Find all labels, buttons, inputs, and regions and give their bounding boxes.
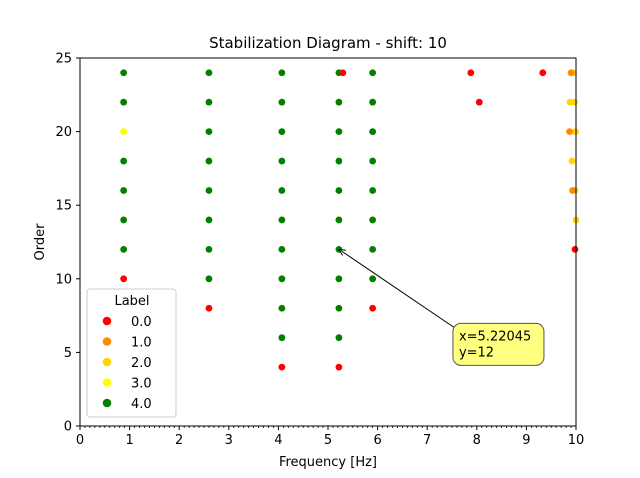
y-tick-label: 20 — [55, 125, 72, 140]
legend-label: 2.0 — [131, 356, 152, 371]
annotation-arrow-line — [341, 250, 458, 330]
data-point — [205, 128, 213, 136]
y-tick-label: 0 — [64, 420, 72, 435]
x-tick-label: 10 — [568, 433, 585, 448]
y-tick-label: 10 — [55, 272, 72, 287]
annotation-box — [452, 322, 545, 366]
data-point — [335, 275, 343, 283]
data-point — [335, 98, 343, 106]
data-point — [475, 98, 483, 106]
legend-marker — [102, 316, 112, 326]
data-point — [369, 245, 377, 253]
data-point — [278, 275, 286, 283]
x-tick-label: 7 — [423, 433, 431, 448]
data-point — [205, 98, 213, 106]
legend-label: 4.0 — [131, 397, 152, 412]
annotation-line1: x=5.22045 — [459, 329, 531, 344]
points-layer — [120, 69, 580, 371]
data-point — [120, 245, 128, 253]
data-point — [205, 157, 213, 165]
data-point — [369, 69, 377, 77]
data-point — [569, 187, 576, 194]
data-point — [120, 157, 128, 165]
data-point — [369, 187, 377, 194]
data-point — [335, 304, 343, 312]
data-point — [120, 69, 128, 77]
chart-title: Stabilization Diagram - shift: 10 — [209, 34, 447, 52]
x-tick-label: 2 — [175, 433, 183, 448]
legend-label: 1.0 — [131, 336, 152, 351]
x-tick-label: 9 — [522, 433, 530, 448]
data-point — [369, 128, 377, 136]
data-point — [205, 216, 213, 224]
legend-title: Label — [114, 294, 149, 309]
data-point — [369, 275, 377, 283]
data-point — [369, 304, 377, 312]
data-point — [278, 304, 286, 312]
data-point — [568, 157, 576, 165]
x-tick-label: 5 — [324, 433, 332, 448]
x-tick-label: 8 — [473, 433, 481, 448]
data-point — [278, 187, 286, 194]
legend: Label 0.0 1.0 2.0 3.0 4.0 — [86, 288, 177, 418]
data-point — [205, 245, 213, 253]
data-point — [566, 128, 573, 136]
x-axis-label: Frequency [Hz] — [279, 455, 377, 470]
legend-marker — [102, 398, 112, 408]
data-point — [278, 128, 286, 136]
data-point — [335, 128, 343, 136]
x-tick-label: 4 — [274, 433, 282, 448]
data-point — [567, 69, 575, 77]
data-point — [369, 157, 377, 165]
annotation-arrow-head — [337, 248, 346, 256]
x-tick-label: 1 — [125, 433, 133, 448]
ticks-layer: 0 1 2 3 4 5 6 7 8 9 10 0 5 10 15 20 25 — [55, 52, 584, 449]
data-point — [120, 216, 128, 224]
data-point — [335, 187, 343, 194]
data-point — [205, 69, 213, 77]
annotation-line2: y=12 — [459, 345, 494, 360]
y-tick-label: 25 — [55, 52, 72, 67]
y-tick-label: 5 — [64, 346, 72, 361]
data-point — [278, 157, 286, 165]
data-point — [467, 69, 475, 77]
data-point — [339, 69, 347, 77]
legend-marker — [102, 357, 112, 367]
data-point — [278, 363, 286, 371]
y-tick-label: 15 — [55, 199, 72, 214]
legend-marker — [102, 378, 112, 387]
data-point — [120, 128, 128, 136]
data-point — [369, 98, 377, 106]
data-point — [120, 187, 128, 194]
data-point — [571, 98, 578, 106]
data-point — [120, 98, 128, 106]
data-point — [278, 245, 286, 253]
plot-frame — [79, 57, 577, 427]
data-point — [278, 334, 286, 342]
data-point — [278, 69, 286, 77]
x-tick-label: 6 — [373, 433, 381, 448]
data-point — [335, 334, 343, 342]
data-point — [335, 157, 343, 165]
data-point — [539, 69, 547, 77]
data-point — [335, 216, 343, 224]
x-tick-label: 0 — [76, 433, 84, 448]
data-point — [120, 275, 128, 283]
data-point — [205, 275, 213, 283]
y-axis-label: Order — [33, 223, 48, 261]
data-point — [369, 216, 377, 224]
legend-label: 0.0 — [131, 315, 152, 330]
data-point — [205, 187, 213, 194]
legend-marker — [102, 337, 112, 346]
data-point — [205, 304, 213, 312]
x-tick-label: 3 — [225, 433, 233, 448]
data-point — [571, 245, 579, 253]
data-point — [278, 216, 286, 224]
legend-label: 3.0 — [131, 377, 152, 392]
data-point — [335, 363, 343, 371]
data-point — [278, 98, 286, 106]
